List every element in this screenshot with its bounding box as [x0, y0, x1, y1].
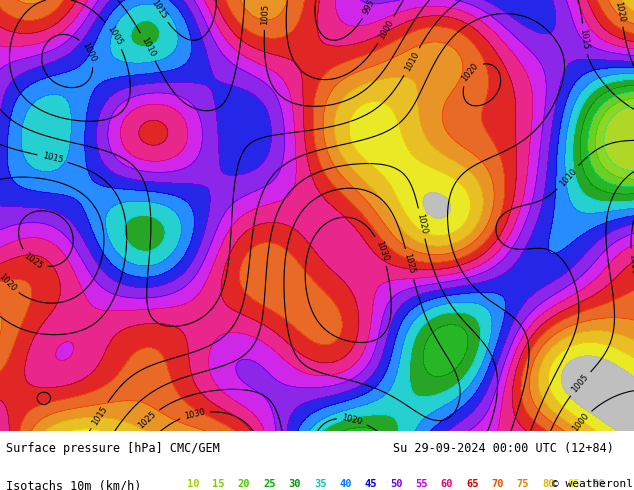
Text: Isotachs 10m (km/h): Isotachs 10m (km/h) [6, 479, 142, 490]
Text: 1020: 1020 [341, 413, 363, 426]
Text: Su 29-09-2024 00:00 UTC (12+84): Su 29-09-2024 00:00 UTC (12+84) [393, 442, 614, 455]
Text: 1015: 1015 [578, 28, 590, 50]
Text: 65: 65 [466, 479, 479, 490]
Text: 1000: 1000 [626, 253, 634, 275]
Text: 50: 50 [390, 479, 403, 490]
Text: 1010: 1010 [139, 35, 157, 58]
Text: 1025: 1025 [403, 253, 417, 275]
Text: 25: 25 [263, 479, 276, 490]
Text: 20: 20 [238, 479, 250, 490]
Text: 1020: 1020 [460, 62, 481, 83]
Text: 75: 75 [517, 479, 529, 490]
Text: 1000: 1000 [571, 412, 591, 434]
Text: 1015: 1015 [150, 0, 169, 21]
Text: 1020: 1020 [415, 212, 428, 235]
Text: 60: 60 [441, 479, 453, 490]
Text: 1025: 1025 [22, 251, 44, 270]
Text: 1000: 1000 [377, 19, 395, 41]
Text: 55: 55 [415, 479, 428, 490]
Text: 1005: 1005 [260, 4, 270, 25]
Text: 1020: 1020 [0, 272, 18, 294]
Text: © weatheronline.co.uk: © weatheronline.co.uk [552, 479, 634, 490]
Text: 45: 45 [365, 479, 377, 490]
Text: 1025: 1025 [136, 409, 158, 430]
Text: 85: 85 [567, 479, 580, 490]
Text: 35: 35 [314, 479, 327, 490]
Text: 70: 70 [491, 479, 504, 490]
Text: 10: 10 [187, 479, 200, 490]
Text: 30: 30 [288, 479, 301, 490]
Text: 15: 15 [212, 479, 225, 490]
Text: 40: 40 [339, 479, 352, 490]
Text: 1010: 1010 [403, 50, 420, 73]
Text: 1005: 1005 [570, 373, 591, 394]
Text: 1030: 1030 [373, 240, 389, 263]
Text: 1005: 1005 [105, 24, 124, 47]
Text: 90: 90 [593, 479, 605, 490]
Text: 1015: 1015 [41, 151, 63, 165]
Text: 1000: 1000 [81, 41, 98, 64]
Text: Surface pressure [hPa] CMC/GEM: Surface pressure [hPa] CMC/GEM [6, 442, 220, 455]
Text: 995: 995 [361, 0, 377, 16]
Text: 1030: 1030 [184, 407, 206, 421]
Text: 1010: 1010 [557, 167, 578, 188]
Text: 80: 80 [542, 479, 555, 490]
Text: 1020: 1020 [613, 0, 626, 23]
Text: 1015: 1015 [90, 404, 109, 427]
